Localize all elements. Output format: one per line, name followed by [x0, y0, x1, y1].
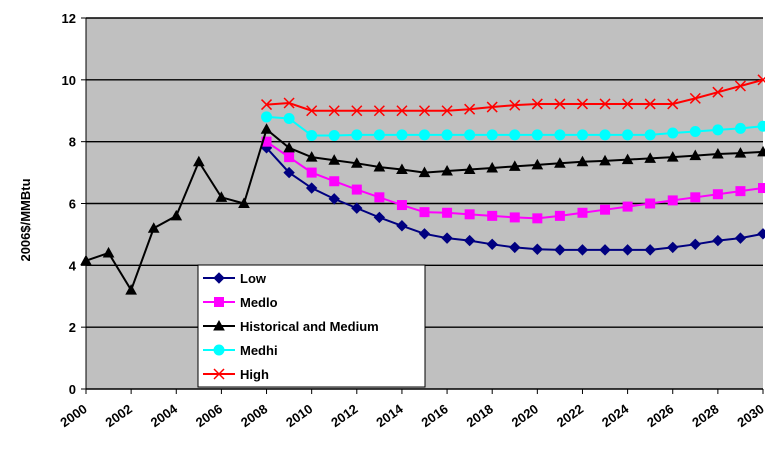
legend-label: Historical and Medium — [240, 319, 379, 334]
y-tick-label: 2 — [69, 320, 76, 335]
data-point — [420, 130, 430, 140]
data-point — [578, 208, 587, 217]
legend-label: High — [240, 367, 269, 382]
data-point — [690, 126, 700, 136]
y-tick-label: 12 — [62, 11, 76, 26]
y-tick-label: 10 — [62, 73, 76, 88]
data-point — [330, 177, 339, 186]
data-point — [668, 128, 678, 138]
data-point — [691, 193, 700, 202]
legend-label: Low — [240, 271, 267, 286]
data-point — [487, 130, 497, 140]
y-axis-title: 2006$/MMBtu — [18, 178, 33, 261]
legend-marker — [214, 345, 224, 355]
data-point — [442, 130, 452, 140]
data-point — [420, 208, 429, 217]
data-point — [623, 202, 632, 211]
data-point — [759, 184, 765, 193]
data-point — [600, 130, 610, 140]
data-point — [465, 210, 474, 219]
data-point — [374, 130, 384, 140]
data-point — [623, 130, 633, 140]
data-point — [533, 214, 542, 223]
legend-label: Medlo — [240, 295, 278, 310]
data-point — [601, 205, 610, 214]
legend-marker — [215, 298, 224, 307]
data-point — [307, 168, 316, 177]
data-point — [375, 193, 384, 202]
data-point — [510, 130, 520, 140]
data-point — [352, 185, 361, 194]
data-point — [285, 153, 294, 162]
y-tick-label: 8 — [69, 135, 76, 150]
data-point — [443, 208, 452, 217]
y-tick-label: 4 — [69, 258, 77, 273]
data-point — [646, 199, 655, 208]
data-point — [713, 190, 722, 199]
data-point — [758, 121, 765, 131]
data-point — [736, 187, 745, 196]
data-point — [307, 130, 317, 140]
data-point — [668, 196, 677, 205]
data-point — [645, 130, 655, 140]
data-point — [329, 130, 339, 140]
data-point — [284, 113, 294, 123]
data-point — [397, 130, 407, 140]
data-point — [262, 112, 272, 122]
data-point — [555, 130, 565, 140]
data-point — [555, 211, 564, 220]
data-point — [352, 130, 362, 140]
data-point — [532, 130, 542, 140]
data-point — [488, 211, 497, 220]
y-tick-label: 0 — [69, 382, 76, 397]
y-tick-label: 6 — [69, 197, 76, 212]
data-point — [713, 125, 723, 135]
data-point — [735, 123, 745, 133]
data-point — [465, 130, 475, 140]
data-point — [510, 213, 519, 222]
data-point — [577, 130, 587, 140]
legend-label: Medhi — [240, 343, 278, 358]
legend: Low Medlo Historical and Medium Medhi High — [198, 265, 425, 387]
data-point — [397, 201, 406, 210]
